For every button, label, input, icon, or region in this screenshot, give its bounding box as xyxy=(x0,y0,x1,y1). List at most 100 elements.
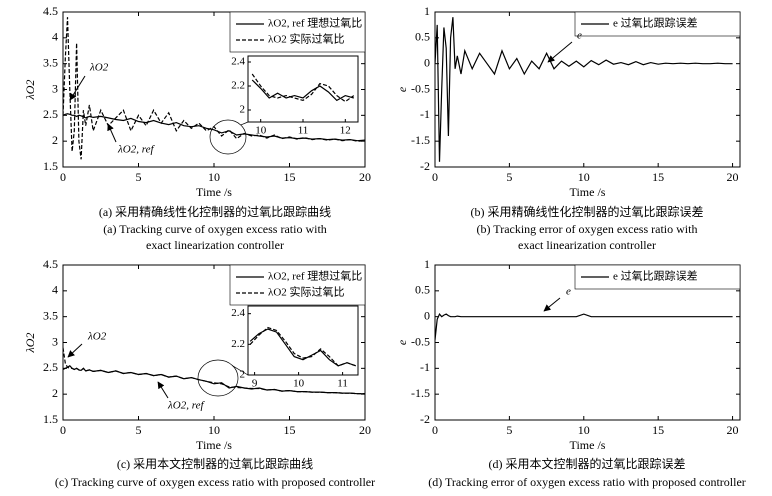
y-tick-label: 1.5 xyxy=(43,159,58,173)
x-tick-label: 20 xyxy=(727,423,739,437)
inset-bg xyxy=(248,56,358,122)
inset-y-tick-label: 2.4 xyxy=(231,56,245,68)
y-tick-label: 0 xyxy=(424,308,430,322)
plot-frame xyxy=(62,264,366,421)
series-line xyxy=(435,312,733,340)
y-tick-label: 3.5 xyxy=(43,308,58,322)
inset-y-tick-label: 2.4 xyxy=(231,307,245,319)
inset-line xyxy=(251,73,355,103)
annotation-arrow xyxy=(157,381,169,399)
y-tick-label: 4 xyxy=(52,283,58,297)
x-tick-label: 10 xyxy=(208,423,220,437)
annotation: e xyxy=(566,286,571,298)
caption: (c) 采用本文控制器的过氧比跟踪曲线 xyxy=(117,456,313,471)
zoom-connector xyxy=(231,365,249,376)
x-tick-label: 15 xyxy=(652,423,664,437)
caption: (b) Tracking error of oxygen excess rati… xyxy=(477,222,698,236)
zoom-connector xyxy=(240,121,249,126)
caption: exact linearization controller xyxy=(146,238,284,252)
caption: (c) Tracking curve of oxygen excess rati… xyxy=(55,475,375,489)
zoom-circle xyxy=(197,359,239,397)
x-tick-label: 10 xyxy=(578,423,590,437)
plot-frame xyxy=(62,11,366,168)
legend-label: λO2, ref 理想过氧比 xyxy=(268,269,362,283)
y-tick-label: -2 xyxy=(420,159,430,173)
legend-label: λO2 实际过氧比 xyxy=(268,32,345,46)
x-tick-label: 20 xyxy=(359,170,371,184)
caption: (a) Tracking curve of oxygen excess rati… xyxy=(103,222,327,236)
x-tick-label: 20 xyxy=(359,423,371,437)
inset-bg xyxy=(248,306,358,375)
series-line xyxy=(63,113,365,142)
y-axis-label: λO2 xyxy=(23,80,37,101)
caption: exact linearization controller xyxy=(518,238,656,252)
x-tick-label: 5 xyxy=(136,170,142,184)
y-tick-label: 2 xyxy=(52,133,58,147)
inset-frame xyxy=(247,55,359,123)
caption: (b) 采用精确线性化控制器的过氧比跟踪误差 xyxy=(471,204,704,219)
x-tick-label: 0 xyxy=(60,423,66,437)
x-tick-label: 5 xyxy=(506,170,512,184)
series-line xyxy=(435,17,733,162)
x-tick-label: 15 xyxy=(652,170,664,184)
inset-y-tick-label: 2 xyxy=(240,104,246,116)
legend-label: λO2 实际过氧比 xyxy=(268,285,345,299)
y-tick-label: -1 xyxy=(420,360,430,374)
annotation-arrow xyxy=(69,75,86,101)
annotation-arrow xyxy=(543,297,561,312)
x-axis-label: Time /s xyxy=(196,185,232,199)
inset-y-tick-label: 2.2 xyxy=(231,80,245,92)
legend-label: e 过氧比跟踪误差 xyxy=(613,269,698,283)
x-tick-label: 0 xyxy=(432,423,438,437)
inset-x-tick-label: 11 xyxy=(337,378,348,390)
y-tick-label: 2 xyxy=(52,386,58,400)
y-tick-label: -2 xyxy=(420,412,430,426)
y-tick-label: 0.5 xyxy=(415,30,430,44)
inset-y-tick-label: 2.2 xyxy=(231,338,245,350)
x-tick-label: 20 xyxy=(727,170,739,184)
y-tick-label: 4.5 xyxy=(43,4,58,18)
y-tick-label: 3 xyxy=(52,334,58,348)
zoom-circle xyxy=(209,119,247,155)
y-tick-label: -0.5 xyxy=(411,334,430,348)
legend-box xyxy=(229,11,366,53)
series-line xyxy=(63,17,365,160)
y-axis-label: λO2 xyxy=(23,333,37,354)
x-axis-label: Time /s xyxy=(570,438,606,452)
x-tick-label: 15 xyxy=(284,170,296,184)
inset-line xyxy=(251,79,354,102)
annotation: λO2 xyxy=(87,331,107,343)
inset-y-tick-label: 2 xyxy=(240,369,246,381)
y-tick-label: 3 xyxy=(52,81,58,95)
x-tick-label: 15 xyxy=(284,423,296,437)
y-axis-label: e xyxy=(395,339,409,345)
inset-x-tick-label: 10 xyxy=(255,125,267,137)
inset-line xyxy=(249,326,356,367)
inset-x-tick-label: 12 xyxy=(340,125,351,137)
x-tick-label: 10 xyxy=(208,170,220,184)
y-tick-label: 4 xyxy=(52,30,58,44)
caption: (a) 采用精确线性化控制器的过氧比跟踪曲线 xyxy=(99,204,331,219)
annotation-arrow xyxy=(107,123,117,143)
y-tick-label: 3.5 xyxy=(43,55,58,69)
y-axis-label: e xyxy=(395,86,409,92)
y-tick-label: 1 xyxy=(424,4,430,18)
inset-frame xyxy=(247,305,359,376)
x-tick-label: 10 xyxy=(578,170,590,184)
series-line xyxy=(63,347,365,395)
x-tick-label: 5 xyxy=(506,423,512,437)
annotation: e xyxy=(577,30,582,42)
caption: (d) Tracking error of oxygen excess rati… xyxy=(428,475,746,489)
y-tick-label: -1.5 xyxy=(411,133,430,147)
annotation: λO2 xyxy=(89,62,109,74)
annotation-arrow xyxy=(547,41,573,63)
x-axis-label: Time /s xyxy=(570,185,606,199)
y-tick-label: 4.5 xyxy=(43,257,58,271)
legend-label: λO2, ref 理想过氧比 xyxy=(268,16,362,30)
y-tick-label: 0 xyxy=(424,55,430,69)
x-axis-label: Time /s xyxy=(196,438,232,452)
inset-x-tick-label: 10 xyxy=(293,378,305,390)
inset-x-tick-label: 11 xyxy=(298,125,309,137)
caption: (d) 采用本文控制器的过氧比跟踪误差 xyxy=(489,456,686,471)
